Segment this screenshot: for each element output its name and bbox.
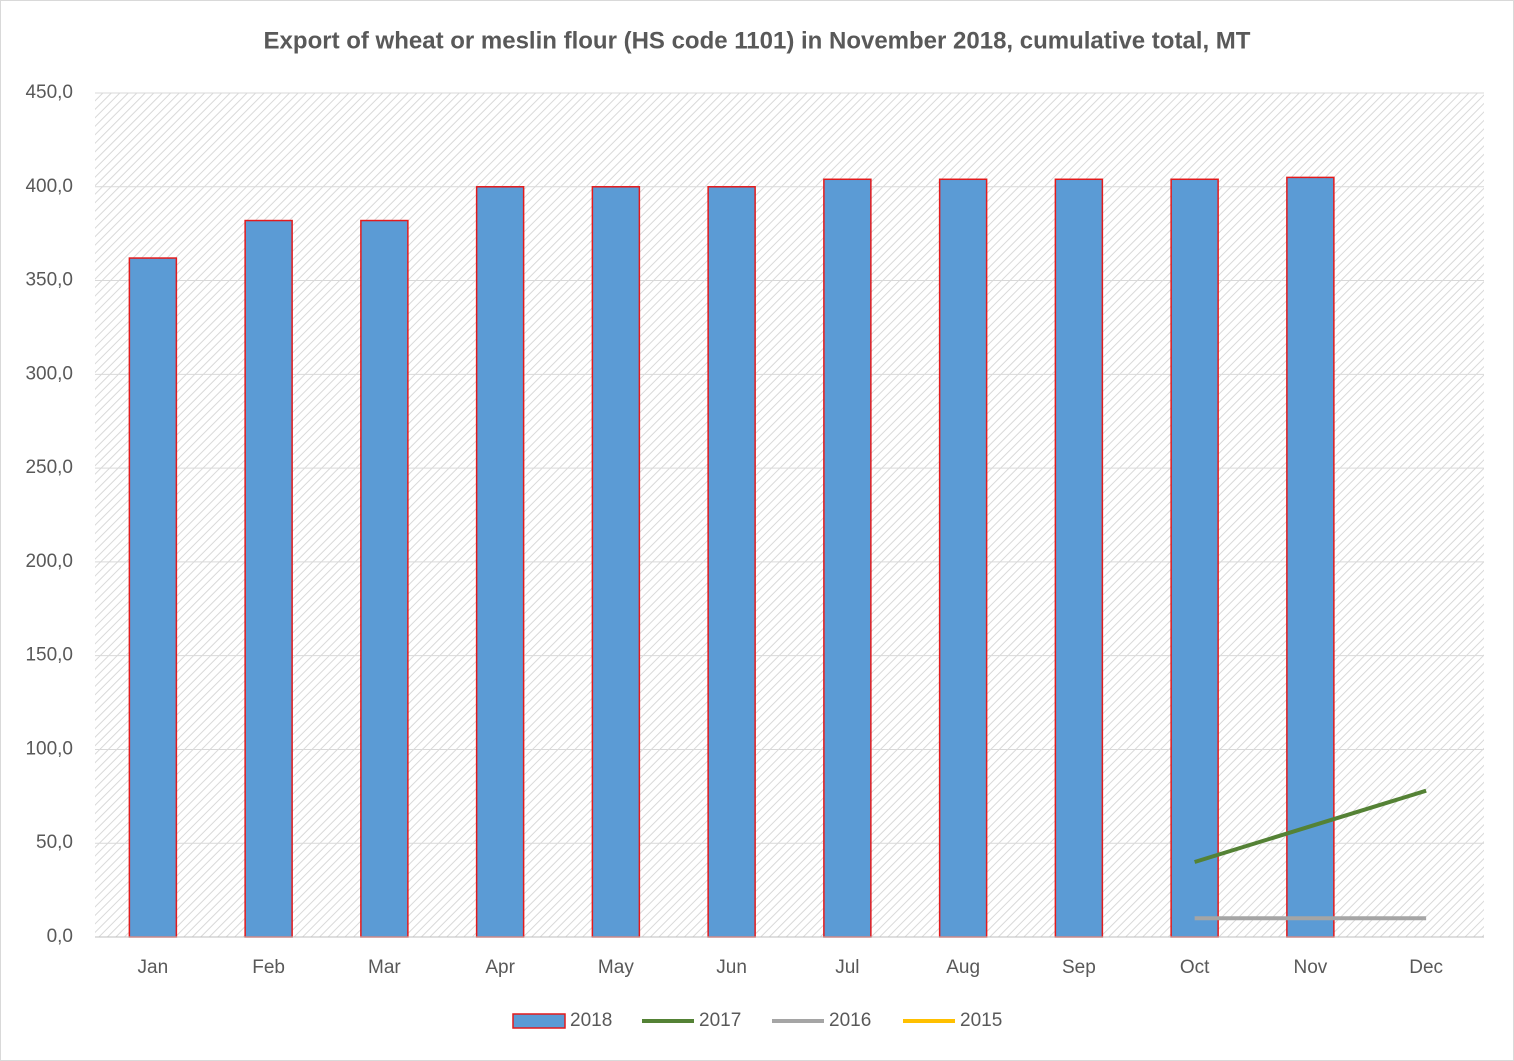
y-tick-label: 100,0 bbox=[25, 738, 73, 759]
x-tick-label: Jan bbox=[138, 957, 169, 978]
bar bbox=[128, 257, 178, 938]
chart-title: Export of wheat or meslin flour (HS code… bbox=[264, 27, 1251, 54]
y-tick-label: 350,0 bbox=[25, 270, 73, 291]
y-tick-label: 250,0 bbox=[25, 457, 73, 478]
bar bbox=[1054, 178, 1104, 938]
x-tick-label: May bbox=[598, 957, 634, 978]
x-tick-label: Nov bbox=[1293, 957, 1327, 978]
x-tick-label: Oct bbox=[1180, 957, 1210, 978]
bar bbox=[1286, 176, 1335, 938]
legend-label: 2017 bbox=[699, 1010, 741, 1031]
x-tick-label: Jul bbox=[835, 957, 859, 978]
x-tick-label: Jun bbox=[716, 957, 747, 978]
bar bbox=[475, 186, 525, 938]
x-tick-label: Feb bbox=[252, 957, 285, 978]
y-tick-label: 450,0 bbox=[25, 82, 73, 103]
plot-area bbox=[95, 93, 1484, 937]
x-tick-label: Dec bbox=[1409, 957, 1443, 978]
bar bbox=[244, 219, 293, 938]
legend-label: 2016 bbox=[829, 1010, 871, 1031]
x-tick-label: Sep bbox=[1062, 957, 1096, 978]
line bbox=[1194, 788, 1427, 864]
y-tick-label: 0,0 bbox=[47, 926, 73, 947]
bar bbox=[707, 186, 756, 938]
bar bbox=[938, 178, 988, 938]
bar bbox=[823, 178, 872, 938]
bar bbox=[1170, 178, 1219, 938]
y-tick-label: 200,0 bbox=[25, 551, 73, 572]
x-tick-label: Aug bbox=[946, 957, 980, 978]
y-tick-label: 150,0 bbox=[25, 645, 73, 666]
bar bbox=[360, 219, 409, 938]
x-tick-label: Mar bbox=[368, 957, 401, 978]
bar bbox=[591, 186, 641, 938]
legend-label: 2015 bbox=[960, 1010, 1002, 1031]
y-tick-label: 50,0 bbox=[36, 832, 73, 853]
x-tick-label: Apr bbox=[485, 957, 515, 978]
y-tick-label: 300,0 bbox=[25, 363, 73, 384]
y-tick-label: 400,0 bbox=[25, 176, 73, 197]
legend-swatch bbox=[512, 1013, 566, 1029]
legend-label: 2018 bbox=[570, 1010, 612, 1031]
